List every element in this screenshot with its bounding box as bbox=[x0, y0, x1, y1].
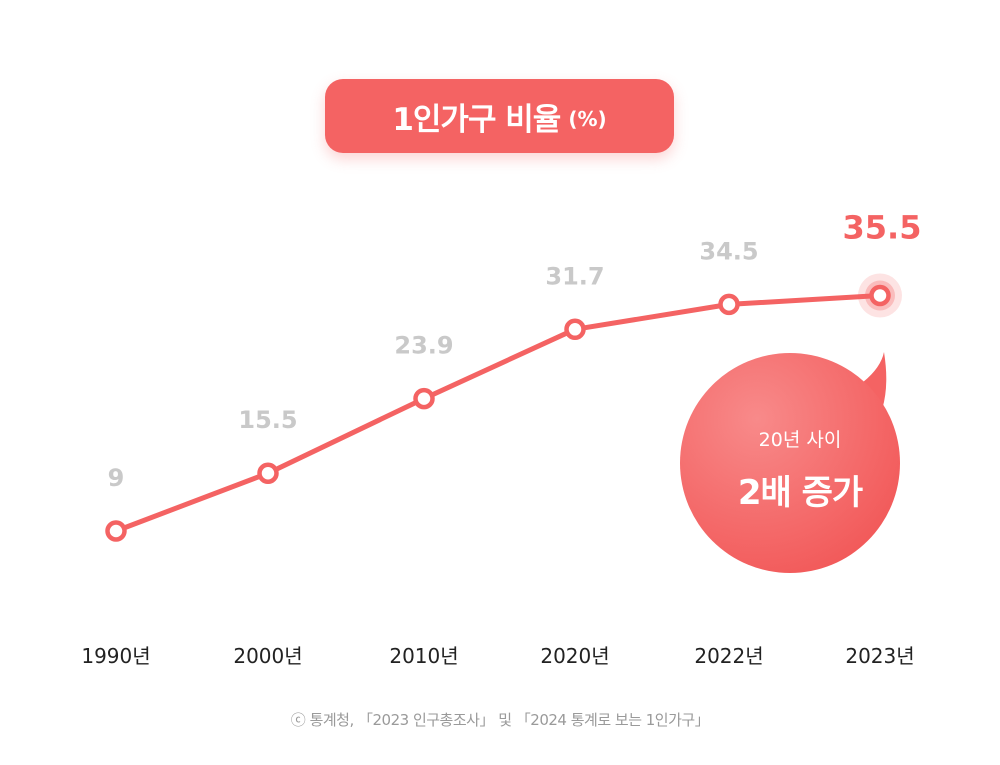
callout-bubble bbox=[680, 352, 900, 573]
data-point bbox=[869, 284, 891, 307]
data-label: 23.9 bbox=[394, 332, 453, 360]
x-tick-label: 2010년 bbox=[389, 644, 458, 668]
x-tick-label: 2023년 bbox=[845, 644, 914, 668]
series-line bbox=[113, 293, 883, 534]
data-label-highlight: 35.5 bbox=[843, 209, 922, 247]
data-label: 34.5 bbox=[699, 237, 758, 265]
data-label: 9 bbox=[108, 464, 125, 492]
chart-title-pill: 1인가구 비율 (%) bbox=[325, 79, 674, 153]
data-point bbox=[413, 387, 435, 410]
data-label: 15.5 bbox=[238, 406, 297, 434]
callout-circle bbox=[680, 353, 900, 573]
x-tick-label: 2022년 bbox=[694, 644, 763, 668]
data-point bbox=[257, 462, 279, 484]
source-note: ⓒ 통계청, 「2023 인구총조사」 및 「2024 통계로 보는 1인가구」 bbox=[290, 711, 710, 729]
x-tick-label: 1990년 bbox=[81, 644, 150, 668]
chart-title-unit: (%) bbox=[568, 107, 607, 131]
data-point bbox=[564, 318, 586, 341]
data-point bbox=[718, 293, 740, 316]
data-label: 31.7 bbox=[545, 262, 604, 290]
callout-line2: 2배 증가 bbox=[737, 473, 863, 513]
callout-line1: 20년 사이 bbox=[758, 429, 842, 451]
chart-title: 1인가구 비율 bbox=[392, 101, 561, 138]
x-tick-label: 2020년 bbox=[540, 644, 609, 668]
x-tick-label: 2000년 bbox=[233, 644, 302, 668]
data-point bbox=[105, 520, 127, 542]
